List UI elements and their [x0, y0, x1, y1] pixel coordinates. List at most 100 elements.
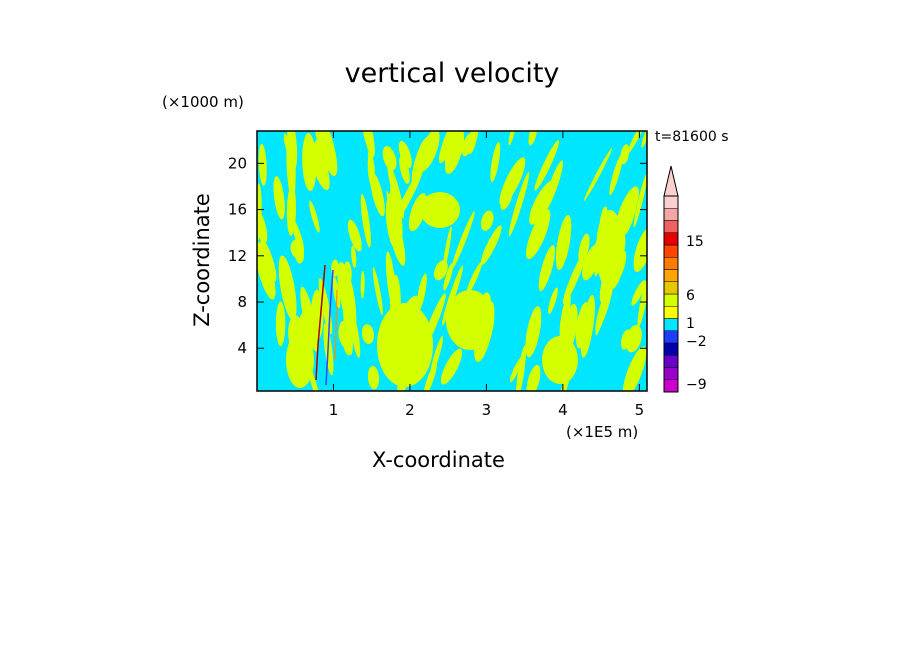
colorbar-cell: [663, 269, 679, 282]
colorbar-cell: [663, 208, 679, 221]
y-tick-label: 20: [228, 154, 247, 172]
upward-band: [411, 137, 430, 185]
colorbar-tick-labels: 15 6 1 −2 −9: [686, 234, 707, 393]
upward-band: [360, 193, 371, 248]
upward-region: [286, 332, 314, 388]
upward-region: [446, 290, 494, 350]
upward-band: [351, 245, 357, 268]
colorbar-cell: [663, 257, 679, 270]
upward-band: [595, 279, 614, 332]
colorbar-cell: [663, 244, 679, 258]
upward-band: [480, 225, 502, 266]
upward-band: [538, 245, 555, 292]
upward-band: [525, 306, 542, 358]
y-unit-label: (×1000 m): [162, 93, 244, 111]
upward-band: [548, 287, 558, 314]
upward-band: [360, 270, 365, 299]
upward-region: [596, 210, 624, 290]
colorbar-cell: [663, 195, 679, 209]
y-tick-label: 12: [228, 247, 247, 265]
colorbar-cell: [663, 306, 679, 319]
downdraft-streak: [325, 269, 334, 386]
upward-band: [370, 171, 385, 217]
colorbar-cell: [663, 281, 679, 295]
plot-frame: [256, 130, 648, 392]
colorbar-cell: [663, 293, 679, 307]
contour-field: [257, 131, 647, 391]
upward-band: [633, 172, 647, 228]
upward-band: [258, 143, 267, 186]
upward-band: [515, 345, 527, 391]
upward-band: [372, 267, 383, 316]
colorbar-tick-label: 6: [686, 288, 695, 304]
orange-streak: [334, 289, 338, 361]
x-tick-label: 4: [558, 401, 568, 419]
colorbar-tick-label: 15: [686, 234, 704, 250]
upward-band: [609, 154, 623, 196]
x-tick-label: 1: [329, 401, 339, 419]
upward-band: [367, 155, 375, 188]
upward-band: [430, 336, 443, 377]
upward-band: [273, 176, 285, 220]
upward-band: [278, 255, 297, 321]
upward-band: [382, 146, 397, 171]
colorbar-cell: [663, 232, 679, 246]
upward-band: [582, 244, 600, 281]
upward-band: [529, 180, 556, 225]
x-tick-labels: 1 2 3 4 5: [329, 401, 644, 419]
upward-band: [398, 140, 412, 169]
upward-bands: [257, 131, 647, 391]
colorbar-cell: [663, 330, 679, 344]
y-tick-labels: 4 8 12 16 20: [228, 154, 247, 357]
upward-band: [562, 250, 587, 304]
upward-band: [622, 346, 647, 391]
upward-band: [451, 131, 464, 153]
upward-band: [300, 286, 319, 352]
upward-band: [528, 131, 538, 146]
upward-band: [386, 206, 406, 266]
upward-band: [260, 238, 277, 282]
upward-band: [627, 131, 647, 155]
upward-band: [344, 300, 357, 338]
upward-band: [559, 292, 571, 338]
upward-band: [440, 348, 463, 385]
y-axis-label: Z-coordinate: [190, 193, 214, 327]
upward-band: [347, 219, 362, 252]
colorbar-cell: [663, 367, 679, 380]
colorbar-frame: [663, 195, 679, 393]
upward-band: [508, 171, 530, 237]
upward-band: [385, 251, 397, 312]
x-axis-label: X-coordinate: [372, 448, 505, 472]
upward-band: [490, 141, 501, 183]
upward-region: [420, 192, 460, 228]
upward-band: [526, 209, 551, 260]
colorbar-tick-label: −9: [686, 377, 707, 393]
colorbar-cell: [663, 220, 679, 233]
x-tick-label: 3: [482, 401, 492, 419]
upward-band: [499, 157, 526, 206]
upward-band: [290, 239, 304, 259]
upward-band: [625, 325, 642, 353]
upward-band: [575, 302, 590, 349]
colorbar-cell: [663, 379, 679, 393]
chart-title: vertical velocity: [344, 58, 560, 89]
upward-band: [438, 131, 461, 164]
y-tick-label: 4: [237, 339, 247, 357]
upward-region: [542, 336, 578, 384]
y-tick-label: 8: [237, 293, 247, 311]
upward-band: [555, 214, 572, 271]
upward-band: [508, 131, 516, 146]
upward-region: [377, 303, 433, 387]
colorbar: 15 6 1 −2 −9: [663, 165, 707, 393]
upward-band: [620, 144, 630, 165]
time-label: t=81600 s: [655, 129, 729, 145]
upward-band: [526, 364, 541, 391]
upward-band: [578, 233, 590, 263]
upward-band: [399, 155, 410, 184]
upward-band: [309, 141, 330, 190]
colorbar-cells: [663, 195, 679, 393]
upward-band: [451, 211, 475, 270]
upward-band: [509, 357, 522, 383]
upward-band: [367, 366, 380, 390]
